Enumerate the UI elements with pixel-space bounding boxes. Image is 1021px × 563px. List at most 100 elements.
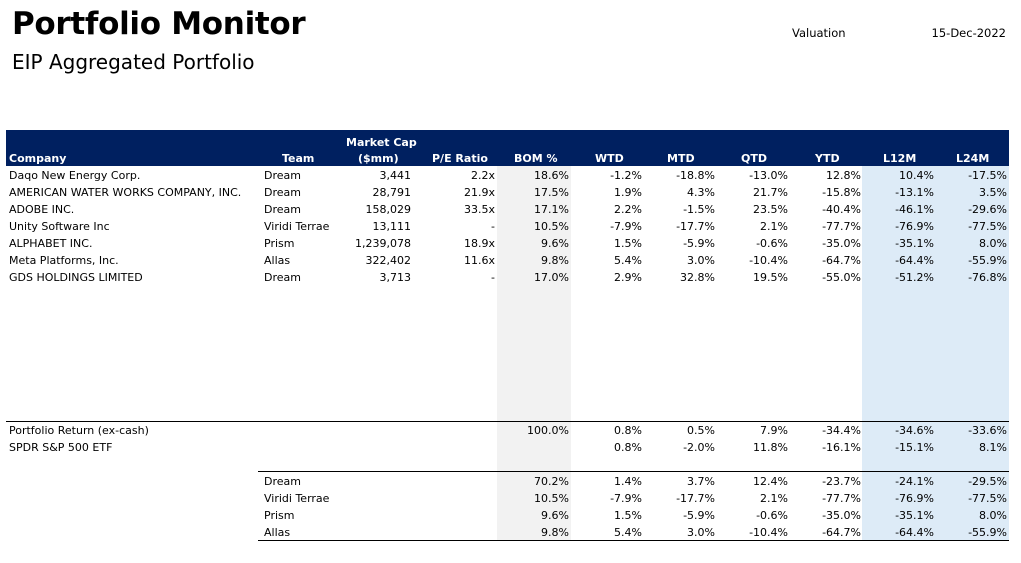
table-header: Company Team Market Cap ($mm) P/E Ratio … <box>6 130 1009 166</box>
cell-company: ADOBE INC. <box>9 203 75 216</box>
cell-bom: 18.6% <box>534 169 569 182</box>
col-mtd: MTD <box>667 152 695 165</box>
cell-pe: 21.9x <box>463 186 495 199</box>
cell-team: Viridi Terrae <box>264 220 330 233</box>
col-l12m: L12M <box>883 152 917 165</box>
cell-ytd: -77.7% <box>822 220 861 233</box>
cell-l24m: -76.8% <box>968 271 1007 284</box>
col-l24m: L24M <box>956 152 990 165</box>
cell-mcap: 28,791 <box>372 186 412 199</box>
cell-ytd: -40.4% <box>822 203 861 216</box>
cell-label: SPDR S&P 500 ETF <box>9 441 113 454</box>
cell-mcap: 1,239,078 <box>355 237 411 250</box>
cell-pe: 11.6x <box>463 254 495 267</box>
cell-company: AMERICAN WATER WORKS COMPANY, INC. <box>9 186 242 199</box>
cell-l12m: 10.4% <box>899 169 934 182</box>
cell-qtd: 7.9% <box>760 424 788 437</box>
cell-mtd: 0.5% <box>687 424 715 437</box>
cell-qtd: 11.8% <box>753 441 788 454</box>
cell-l24m: -77.5% <box>968 492 1007 505</box>
team-row: Allas 9.8% 5.4% 3.0% -10.4% -64.7% -64.4% -55.9… <box>0 524 1021 541</box>
cell-wtd: 0.8% <box>614 441 642 454</box>
cell-l12m: -76.9% <box>895 492 934 505</box>
trailing-returns-shade <box>862 166 1009 541</box>
cell-team: Dream <box>264 186 301 199</box>
valuation-date: 15-Dec-2022 <box>931 26 1006 40</box>
cell-qtd: -10.4% <box>749 254 788 267</box>
cell-ytd: -23.7% <box>822 475 861 488</box>
col-qtd: QTD <box>741 152 767 165</box>
cell-l12m: -64.4% <box>895 254 934 267</box>
cell-pe: 33.5x <box>463 203 495 216</box>
cell-l12m: -64.4% <box>895 526 934 539</box>
cell-mtd: 3.0% <box>687 526 715 539</box>
cell-company: Meta Platforms, Inc. <box>9 254 119 267</box>
cell-wtd: 2.2% <box>614 203 642 216</box>
cell-qtd: -0.6% <box>756 509 788 522</box>
cell-ytd: 12.8% <box>826 169 861 182</box>
col-pe-ratio: P/E Ratio <box>432 152 488 165</box>
summary-row: SPDR S&P 500 ETF 0.8% -2.0% 11.8% -16.1% -15.… <box>0 439 1021 456</box>
cell-l24m: -29.6% <box>968 203 1007 216</box>
cell-company: GDS HOLDINGS LIMITED <box>9 271 143 284</box>
cell-company: ALPHABET INC. <box>9 237 93 250</box>
cell-qtd: -10.4% <box>749 526 788 539</box>
cell-wtd: 2.9% <box>614 271 642 284</box>
cell-l24m: -33.6% <box>968 424 1007 437</box>
cell-bom: 70.2% <box>534 475 569 488</box>
cell-wtd: 1.9% <box>614 186 642 199</box>
cell-mtd: -18.8% <box>676 169 715 182</box>
cell-mtd: 3.0% <box>687 254 715 267</box>
col-market-cap: Market Cap <box>346 136 417 149</box>
table-row: Meta Platforms, Inc. Allas 322,402 11.6x 9.8… <box>0 252 1021 269</box>
cell-team: Prism <box>264 237 295 250</box>
cell-l12m: -13.1% <box>895 186 934 199</box>
cell-ytd: -15.8% <box>822 186 861 199</box>
team-row: Dream 70.2% 1.4% 3.7% 12.4% -23.7% -24.1% -29.5… <box>0 473 1021 490</box>
cell-ytd: -64.7% <box>822 254 861 267</box>
table-row: Daqo New Energy Corp. Dream 3,441 2.2x 18.6%… <box>0 167 1021 184</box>
cell-wtd: -1.2% <box>610 169 642 182</box>
cell-bom: 9.8% <box>541 254 569 267</box>
cell-wtd: 0.8% <box>614 424 642 437</box>
team-row: Viridi Terrae 10.5% -7.9% -17.7% 2.1% -77.7% -… <box>0 490 1021 507</box>
cell-l24m: 3.5% <box>979 186 1007 199</box>
col-bom: BOM % <box>514 152 558 165</box>
cell-l12m: -24.1% <box>895 475 934 488</box>
table-row: ALPHABET INC. Prism 1,239,078 18.9x 9.6% 1.5%… <box>0 235 1021 252</box>
team-divider-bottom <box>258 540 1009 541</box>
cell-l12m: -35.1% <box>895 237 934 250</box>
cell-mcap: 158,029 <box>365 203 412 216</box>
summary-row: Portfolio Return (ex-cash) 100.0% 0.8% 0.5%… <box>0 422 1021 439</box>
cell-ytd: -34.4% <box>822 424 861 437</box>
summary-divider <box>6 421 1009 422</box>
cell-bom: 9.6% <box>541 509 569 522</box>
cell-label: Portfolio Return (ex-cash) <box>9 424 149 437</box>
col-ytd: YTD <box>815 152 840 165</box>
cell-qtd: 2.1% <box>760 220 788 233</box>
cell-bom: 100.0% <box>527 424 569 437</box>
cell-team: Dream <box>264 271 301 284</box>
cell-l24m: -77.5% <box>968 220 1007 233</box>
cell-l12m: -51.2% <box>895 271 934 284</box>
cell-mtd: -1.5% <box>683 203 715 216</box>
cell-mtd: 3.7% <box>687 475 715 488</box>
cell-qtd: 12.4% <box>753 475 788 488</box>
cell-mcap: 3,713 <box>379 271 412 284</box>
table-row: AMERICAN WATER WORKS COMPANY, INC. Dream 2… <box>0 184 1021 201</box>
cell-bom: 17.0% <box>534 271 569 284</box>
page-title: Portfolio Monitor <box>12 6 306 42</box>
cell-qtd: 2.1% <box>760 492 788 505</box>
cell-l12m: -35.1% <box>895 509 934 522</box>
valuation-label: Valuation <box>792 26 846 40</box>
cell-company: Unity Software Inc <box>9 220 110 233</box>
cell-mcap: 322,402 <box>365 254 412 267</box>
cell-wtd: 1.5% <box>614 237 642 250</box>
cell-l12m: -15.1% <box>895 441 934 454</box>
cell-wtd: 1.5% <box>614 509 642 522</box>
cell-mcap: 13,111 <box>372 220 412 233</box>
cell-l24m: -55.9% <box>968 526 1007 539</box>
cell-bom: 17.5% <box>534 186 569 199</box>
cell-mtd: -17.7% <box>676 492 715 505</box>
col-wtd: WTD <box>595 152 624 165</box>
